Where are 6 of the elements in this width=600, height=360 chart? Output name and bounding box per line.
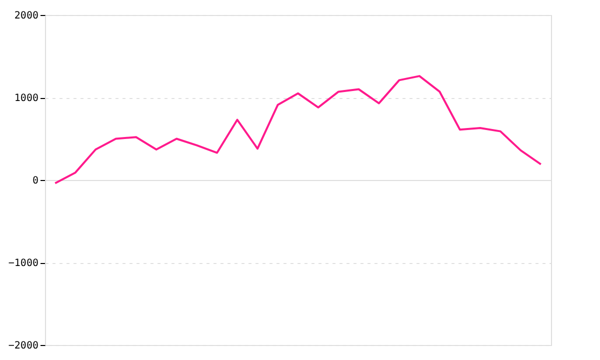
y-tick-label: 1000: [14, 93, 38, 104]
y-tick-label: −2000: [8, 340, 38, 352]
line-series: [54, 75, 542, 184]
y-tick-label: 0: [32, 176, 38, 186]
y-tick-label: −1000: [8, 258, 38, 269]
y-tick-label: 2000: [14, 10, 38, 22]
